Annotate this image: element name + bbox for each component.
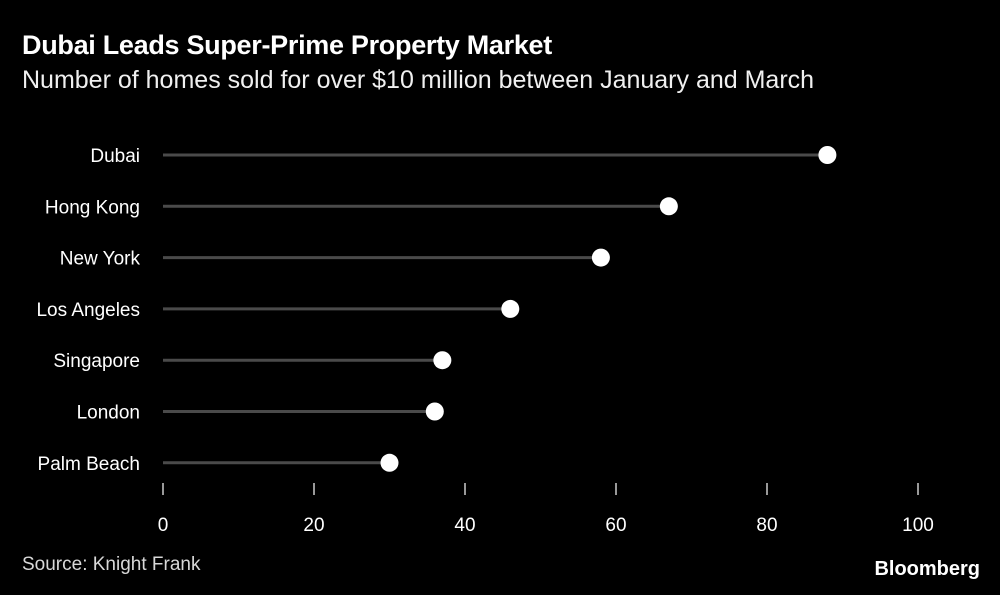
- category-label: Singapore: [53, 351, 140, 372]
- lollipop-dot: [501, 299, 520, 318]
- chart-title: Dubai Leads Super-Prime Property Market: [22, 30, 552, 60]
- category-label: Los Angeles: [36, 300, 140, 321]
- bloomberg-logo: Bloomberg: [874, 558, 980, 580]
- category-label: New York: [60, 249, 141, 270]
- lollipop-dot: [818, 146, 837, 164]
- lollipop-dot: [433, 351, 452, 370]
- x-tick-label: 0: [158, 515, 169, 536]
- lollipop-dot: [425, 402, 444, 421]
- lollipop-dot: [380, 453, 399, 472]
- category-label: Dubai: [90, 146, 140, 167]
- x-tick-label: 60: [605, 515, 626, 536]
- lollipop-dot: [659, 197, 678, 216]
- lollipop-dot: [591, 248, 610, 267]
- category-label: Hong Kong: [45, 197, 140, 218]
- x-tick-label: 80: [756, 515, 777, 536]
- x-tick-label: 100: [902, 515, 934, 536]
- category-label: Palm Beach: [38, 454, 140, 475]
- x-tick-label: 40: [454, 515, 475, 536]
- source-note: Source: Knight Frank: [22, 554, 201, 575]
- category-label: London: [77, 403, 140, 424]
- chart-subtitle: Number of homes sold for over $10 millio…: [22, 66, 815, 94]
- x-tick-label: 20: [303, 515, 324, 536]
